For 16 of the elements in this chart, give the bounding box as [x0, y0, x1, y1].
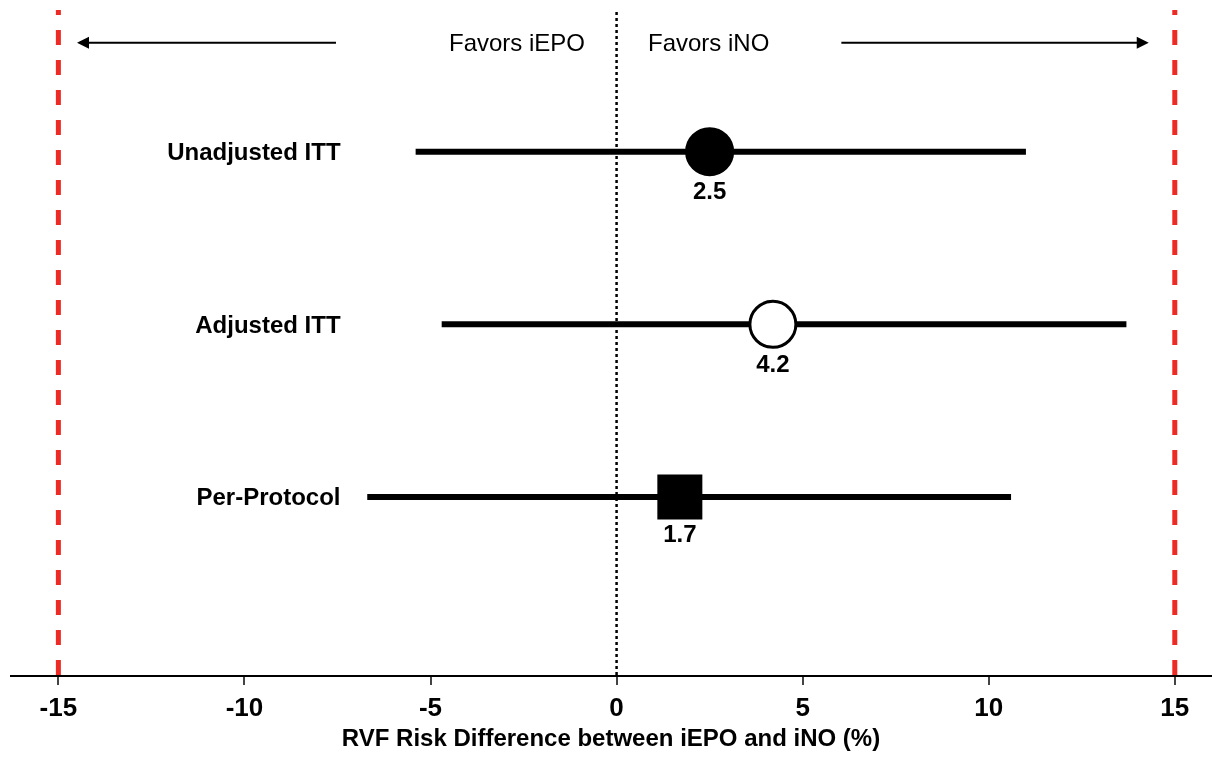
x-tick-label: 10 — [974, 692, 1004, 723]
x-tick-label: 0 — [609, 692, 624, 723]
y-tick-label: Unadjusted ITT — [167, 138, 341, 166]
data-label: 2.5 — [692, 177, 727, 205]
x-tick-label: -15 — [39, 692, 78, 723]
x-tick-label: -5 — [418, 692, 443, 723]
x-tick-label: 5 — [795, 692, 810, 723]
data-label: 1.7 — [663, 520, 697, 548]
x-axis-title: RVF Risk Difference between iEPO and iNO (%) — [341, 724, 881, 751]
annotation: Favors iNO — [648, 29, 770, 56]
annotation: Favors iEPO — [449, 29, 586, 56]
x-tick-label: 15 — [1160, 692, 1190, 723]
y-tick-label: Per-Protocol — [196, 483, 341, 511]
y-tick-label: Adjusted ITT — [195, 310, 341, 338]
data-label: 4.2 — [756, 350, 790, 378]
x-tick-label: -10 — [225, 692, 264, 723]
